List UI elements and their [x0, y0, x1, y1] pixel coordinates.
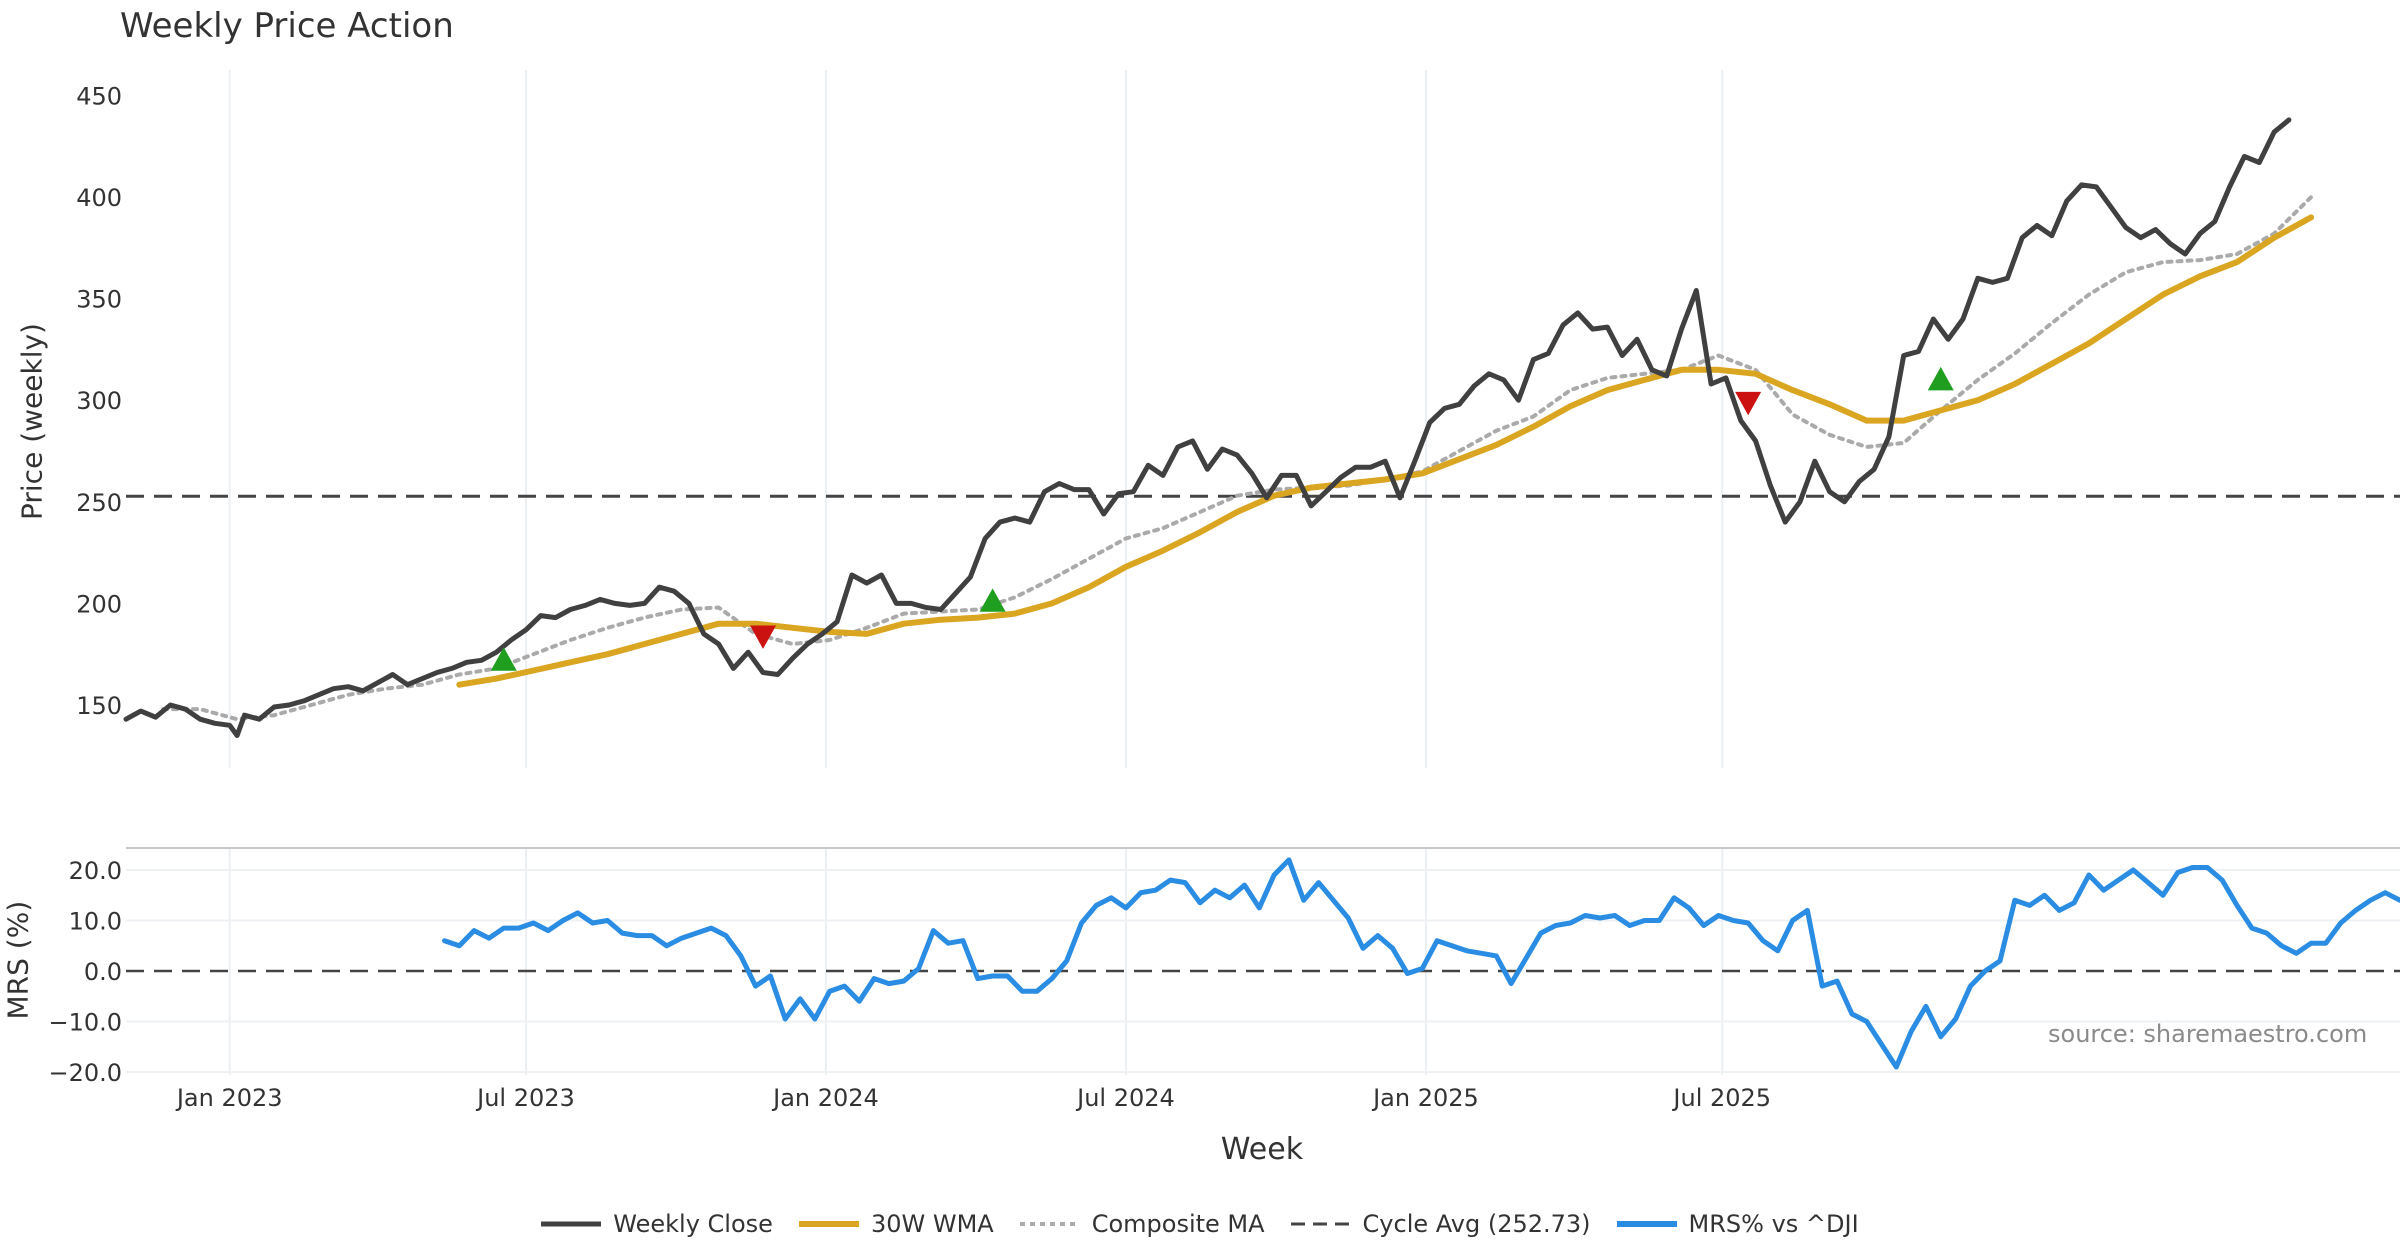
buy-signal-marker	[979, 588, 1006, 612]
legend: Weekly Close 30W WMA Composite MA Cycle …	[0, 1210, 2400, 1238]
legend-item-weekly-close: Weekly Close	[541, 1210, 773, 1238]
x-tick-label: Jul 2025	[1671, 1084, 1771, 1112]
weekly-close-line	[123, 117, 2292, 738]
legend-swatch-weekly-close	[541, 1221, 602, 1227]
buy-signal-marker	[490, 647, 517, 671]
mrs-y-tick-label: 0.0	[84, 958, 122, 986]
composite-ma-line	[161, 195, 2314, 722]
legend-swatch-30w-wma	[798, 1221, 859, 1227]
series-layer	[123, 117, 2400, 1070]
legend-label: Weekly Close	[613, 1210, 773, 1238]
buy-signal-marker	[1927, 366, 1954, 391]
price-y-tick-label: 300	[76, 387, 122, 415]
mrs-line	[442, 857, 2400, 1070]
chart-title: Weekly Price Action	[120, 6, 454, 46]
x-axis-label: Week	[1220, 1132, 1304, 1167]
sell-signal-marker	[1735, 391, 1762, 416]
legend-label: Cycle Avg (252.73)	[1362, 1210, 1591, 1238]
legend-item-cycle-avg: Cycle Avg (252.73)	[1290, 1210, 1591, 1238]
sell-signal-marker	[750, 625, 777, 649]
price-y-tick-label: 200	[76, 590, 122, 618]
wma-30w-line	[456, 214, 2315, 688]
legend-label: MRS% vs ^DJI	[1688, 1210, 1859, 1238]
mrs-y-tick-label: −20.0	[48, 1059, 122, 1087]
x-tick-label: Jan 2024	[771, 1084, 879, 1112]
legend-swatch-cycle-avg	[1290, 1222, 1351, 1226]
legend-label: Composite MA	[1091, 1210, 1265, 1238]
tick-labels: Jan 2023 Jul 2023 Jan 2024 Jul 2024 Jan 2025…	[48, 82, 1771, 1112]
mrs-y-tick-label: 10.0	[69, 908, 122, 936]
legend-item-30w-wma: 30W WMA	[798, 1210, 994, 1238]
legend-swatch-mrs	[1616, 1221, 1677, 1227]
price-y-tick-label: 450	[76, 82, 122, 110]
x-tick-label: Jan 2025	[1371, 1084, 1479, 1112]
legend-item-composite-ma: Composite MA	[1019, 1210, 1265, 1238]
price-y-tick-label: 150	[76, 692, 122, 720]
signal-markers	[490, 366, 1954, 671]
x-tick-label: Jul 2024	[1075, 1084, 1175, 1112]
price-y-tick-label: 250	[76, 489, 122, 517]
price-y-tick-label: 350	[76, 286, 122, 314]
x-tick-label: Jul 2023	[475, 1084, 575, 1112]
legend-item-mrs: MRS% vs ^DJI	[1616, 1210, 1859, 1238]
legend-swatch-composite-ma	[1019, 1222, 1080, 1226]
mrs-axis-label: MRS (%)	[1, 900, 35, 1020]
grid-layer	[126, 70, 2400, 1075]
x-tick-label: Jan 2023	[175, 1084, 283, 1112]
source-note: source: sharemaestro.com	[2048, 1020, 2368, 1048]
mrs-y-tick-label: −10.0	[48, 1009, 122, 1037]
price-y-tick-label: 400	[76, 184, 122, 212]
legend-label: 30W WMA	[870, 1210, 994, 1238]
mrs-y-tick-label: 20.0	[69, 857, 122, 885]
price-axis-label: Price (weekly)	[15, 323, 49, 520]
